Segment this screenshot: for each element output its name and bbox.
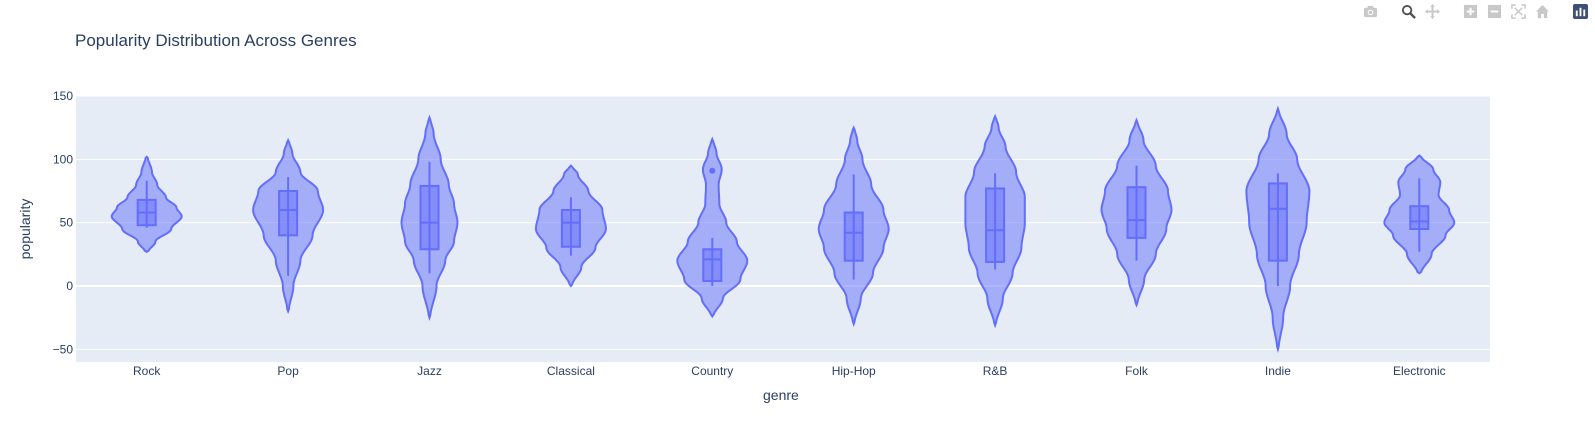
x-tick-label: Classical: [547, 364, 595, 378]
y-tick-label: −50: [53, 342, 74, 356]
iqr-box: [419, 184, 440, 251]
iqr-box: [702, 248, 723, 282]
modebar: [1361, 2, 1589, 20]
violin-pop[interactable]: [252, 137, 325, 315]
violin-jazz[interactable]: [400, 114, 459, 321]
camera-icon[interactable]: [1361, 2, 1379, 20]
x-tick-label: Jazz: [417, 364, 442, 378]
pan-icon[interactable]: [1423, 2, 1441, 20]
y-axis-title: popularity: [17, 198, 33, 260]
iqr-box: [278, 190, 299, 237]
x-tick-label: Hip-Hop: [832, 364, 876, 378]
home-icon[interactable]: [1533, 2, 1551, 20]
x-tick-label: Country: [691, 364, 733, 378]
y-tick-label: 150: [53, 89, 73, 103]
x-tick-label: Folk: [1125, 364, 1149, 378]
zoom-out-icon[interactable]: [1485, 2, 1503, 20]
violins: [110, 105, 1456, 354]
chart-title: Popularity Distribution Across Genres: [75, 31, 357, 50]
violin-electronic[interactable]: [1383, 154, 1456, 275]
zoom-icon[interactable]: [1399, 2, 1417, 20]
y-tick-label: 100: [53, 152, 73, 166]
violin-classical[interactable]: [534, 164, 607, 288]
y-tick-label: 50: [60, 216, 74, 230]
x-tick-label: Pop: [277, 364, 299, 378]
violin-body: [676, 136, 749, 319]
violin-hip-hop[interactable]: [817, 125, 890, 327]
iqr-box: [1409, 205, 1430, 230]
iqr-box: [1267, 182, 1288, 262]
iqr-box: [985, 187, 1006, 263]
y-tick-label: 0: [66, 279, 73, 293]
violin-r-b[interactable]: [964, 113, 1026, 329]
violin-rock[interactable]: [110, 155, 183, 253]
plotly-logo-icon[interactable]: [1571, 2, 1589, 20]
autoscale-icon[interactable]: [1509, 2, 1527, 20]
x-axis: Rock Pop Jazz Classical Country Hip-Hop R&B Fol…: [133, 364, 1446, 378]
x-axis-title: genre: [763, 387, 799, 403]
x-tick-label: R&B: [983, 364, 1008, 378]
iqr-box: [560, 209, 581, 248]
violin-folk[interactable]: [1100, 117, 1173, 308]
iqr-box: [1126, 186, 1147, 239]
x-tick-label: Electronic: [1393, 364, 1446, 378]
zoom-in-icon[interactable]: [1461, 2, 1479, 20]
x-tick-label: Rock: [133, 364, 161, 378]
x-tick-label: Indie: [1265, 364, 1291, 378]
violin-indie[interactable]: [1245, 105, 1311, 354]
outlier-point: [709, 167, 716, 174]
iqr-box: [843, 211, 864, 262]
violin-country[interactable]: [676, 136, 749, 319]
